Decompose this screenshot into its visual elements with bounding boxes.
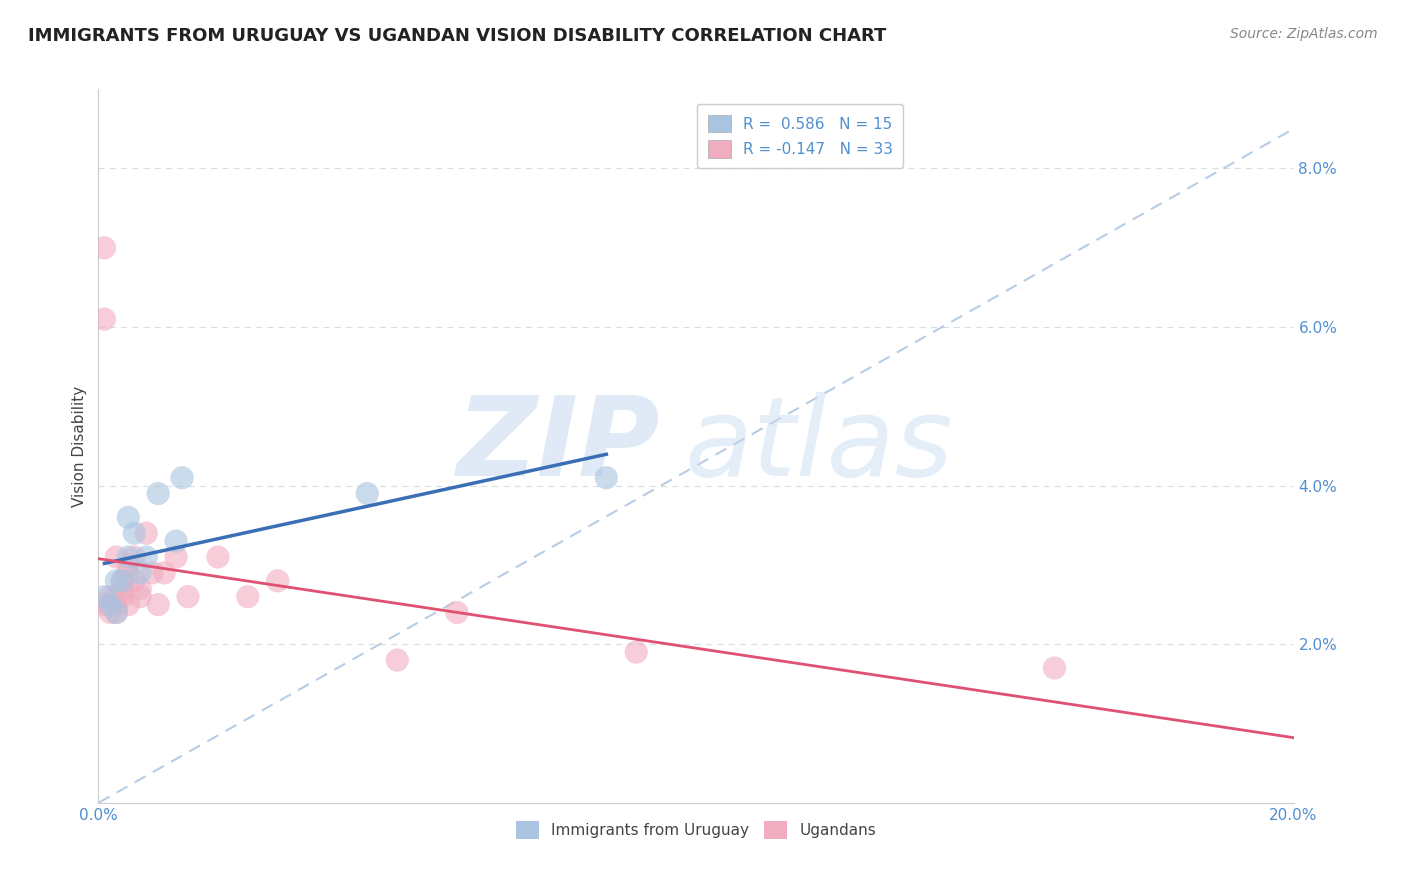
- Point: [129, 582, 152, 596]
- Point: [93, 312, 115, 326]
- Point: [111, 582, 134, 596]
- Point: [105, 590, 128, 604]
- Point: [626, 645, 648, 659]
- Point: [117, 549, 139, 564]
- Point: [165, 534, 187, 549]
- Point: [141, 566, 163, 580]
- Point: [117, 598, 139, 612]
- Point: [129, 590, 152, 604]
- Point: [117, 558, 139, 572]
- Point: [93, 590, 115, 604]
- Point: [117, 510, 139, 524]
- Point: [105, 549, 128, 564]
- Point: [98, 590, 122, 604]
- Point: [1043, 661, 1066, 675]
- Point: [135, 549, 157, 564]
- Point: [124, 549, 146, 564]
- Point: [172, 471, 194, 485]
- Point: [124, 574, 146, 588]
- Point: [111, 590, 134, 604]
- Point: [105, 574, 128, 588]
- Point: [165, 549, 187, 564]
- Legend: Immigrants from Uruguay, Ugandans: Immigrants from Uruguay, Ugandans: [510, 815, 882, 845]
- Text: Source: ZipAtlas.com: Source: ZipAtlas.com: [1230, 27, 1378, 41]
- Point: [177, 590, 200, 604]
- Point: [117, 566, 139, 580]
- Point: [93, 241, 115, 255]
- Point: [356, 486, 378, 500]
- Text: IMMIGRANTS FROM URUGUAY VS UGANDAN VISION DISABILITY CORRELATION CHART: IMMIGRANTS FROM URUGUAY VS UGANDAN VISIO…: [28, 27, 887, 45]
- Text: atlas: atlas: [685, 392, 953, 500]
- Point: [595, 471, 617, 485]
- Point: [105, 606, 128, 620]
- Point: [93, 598, 115, 612]
- Point: [385, 653, 409, 667]
- Point: [98, 598, 122, 612]
- Text: ZIP: ZIP: [457, 392, 661, 500]
- Point: [105, 598, 128, 612]
- Point: [98, 606, 122, 620]
- Point: [111, 574, 134, 588]
- Point: [236, 590, 259, 604]
- Point: [98, 598, 122, 612]
- Point: [153, 566, 176, 580]
- Point: [111, 574, 134, 588]
- Point: [267, 574, 290, 588]
- Point: [148, 598, 170, 612]
- Point: [207, 549, 229, 564]
- Point: [129, 566, 152, 580]
- Point: [135, 526, 157, 541]
- Point: [105, 606, 128, 620]
- Point: [148, 486, 170, 500]
- Point: [124, 526, 146, 541]
- Y-axis label: Vision Disability: Vision Disability: [72, 385, 87, 507]
- Point: [446, 606, 468, 620]
